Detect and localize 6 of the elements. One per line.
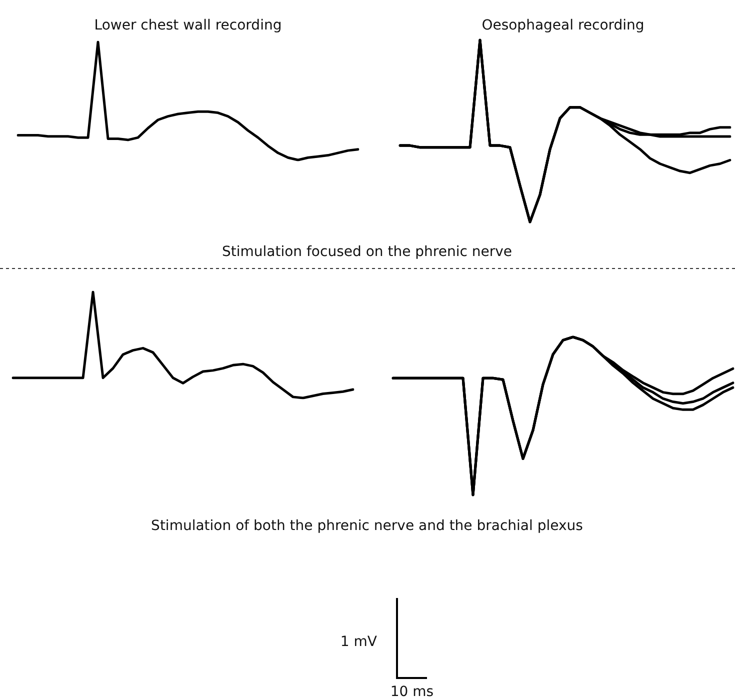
chart-title: Oesophageal recording [482,18,644,34]
text: 10 ms [390,684,434,698]
chart-title: Lower chest wall recording [94,18,282,34]
text: Stimulation focused on the phrenic nerve [222,244,512,260]
text: 1 mV [340,634,377,650]
text: Stimulation of both the phrenic nerve and the brachial plexus [151,518,583,534]
